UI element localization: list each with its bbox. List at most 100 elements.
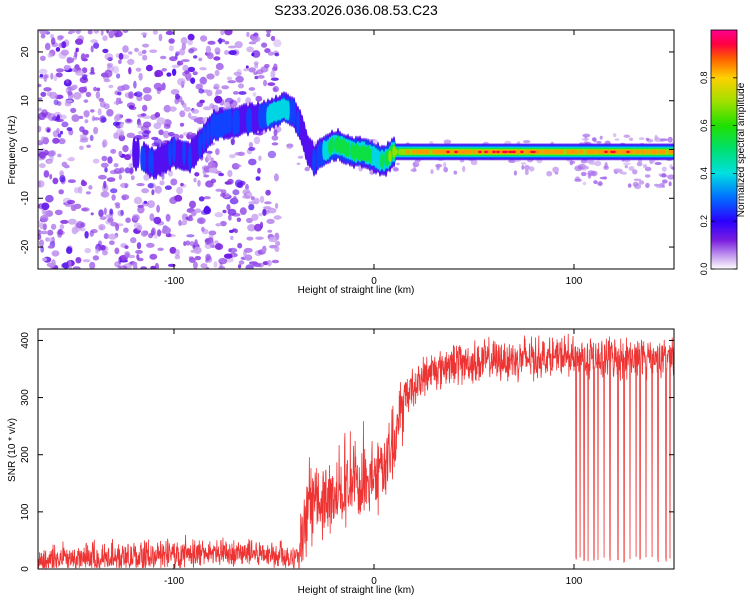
noise-cell bbox=[95, 91, 101, 99]
noise-cell bbox=[593, 137, 597, 143]
noise-cell bbox=[151, 189, 155, 196]
noise-cell bbox=[38, 83, 42, 88]
snr-frame bbox=[37, 328, 675, 570]
noise-cell bbox=[214, 95, 223, 104]
noise-cell bbox=[248, 201, 257, 205]
noise-cell bbox=[41, 148, 45, 153]
noise-cell bbox=[187, 33, 195, 41]
noise-cell bbox=[158, 129, 164, 136]
noise-cell bbox=[143, 94, 152, 102]
noise-cell bbox=[264, 48, 271, 54]
noise-cell bbox=[93, 86, 98, 92]
noise-cell bbox=[266, 33, 271, 38]
noise-cell bbox=[142, 130, 150, 137]
noise-cell bbox=[258, 155, 262, 161]
noise-cell bbox=[158, 33, 163, 42]
noise-cell bbox=[237, 97, 241, 103]
noise-cell bbox=[265, 189, 271, 196]
noise-cell bbox=[38, 107, 43, 112]
y-tick-label: 0 bbox=[20, 146, 31, 152]
noise-cell bbox=[273, 173, 279, 182]
noise-cell bbox=[182, 64, 189, 72]
noise-cell bbox=[102, 35, 108, 41]
noise-cell bbox=[119, 122, 124, 129]
noise-cell bbox=[270, 35, 276, 42]
noise-cell bbox=[78, 86, 87, 93]
noise-cell bbox=[115, 97, 119, 106]
noise-cell bbox=[180, 100, 185, 106]
noise-cell bbox=[118, 150, 123, 157]
noise-cell bbox=[234, 41, 243, 49]
ridge-cell bbox=[136, 137, 140, 169]
noise-cell bbox=[114, 247, 120, 255]
noise-cell bbox=[72, 266, 81, 269]
noise-cell bbox=[254, 63, 259, 69]
noise-cell bbox=[124, 251, 131, 257]
noise-cell bbox=[413, 166, 416, 172]
noise-cell bbox=[188, 112, 192, 119]
noise-cell bbox=[142, 87, 152, 94]
noise-cell bbox=[574, 165, 583, 172]
noise-cell bbox=[100, 162, 109, 168]
noise-cell bbox=[654, 161, 662, 166]
noise-cell bbox=[100, 30, 104, 36]
noise-cell bbox=[599, 135, 603, 140]
noise-cell bbox=[436, 164, 440, 171]
noise-cell bbox=[40, 91, 47, 97]
noise-cell bbox=[83, 99, 89, 103]
noise-cell bbox=[244, 254, 253, 261]
noise-cell bbox=[75, 70, 84, 76]
noise-cell bbox=[75, 38, 84, 45]
noise-cell bbox=[581, 137, 590, 141]
colorbar-tick-label: 0.8 bbox=[699, 72, 709, 85]
noise-cell bbox=[235, 75, 244, 83]
noise-cell bbox=[59, 224, 65, 230]
noise-cell bbox=[75, 257, 82, 264]
ridge-cell bbox=[188, 145, 192, 171]
noise-cell bbox=[667, 174, 674, 180]
noise-cell bbox=[217, 38, 226, 43]
ridge-cell bbox=[150, 149, 154, 176]
noise-cell bbox=[140, 32, 148, 36]
noise-cell bbox=[209, 240, 215, 248]
noise-cell bbox=[39, 163, 46, 169]
noise-cell bbox=[168, 170, 173, 177]
colorbar-tick-label: 0.6 bbox=[699, 119, 709, 132]
noise-cell bbox=[102, 250, 108, 256]
noise-cell bbox=[234, 228, 238, 234]
noise-cell bbox=[259, 195, 265, 204]
noise-cell bbox=[185, 240, 190, 246]
snr-series bbox=[38, 333, 674, 569]
noise-cell bbox=[524, 164, 530, 171]
noise-cell bbox=[53, 99, 59, 106]
noise-cell bbox=[580, 171, 587, 177]
noise-cell bbox=[251, 50, 261, 58]
ridge-cell bbox=[286, 100, 290, 121]
noise-cell bbox=[52, 177, 59, 185]
noise-cell bbox=[228, 50, 237, 56]
ridge-cell bbox=[202, 125, 206, 151]
noise-cell bbox=[165, 213, 171, 222]
noise-cell bbox=[112, 121, 120, 127]
noise-cell bbox=[211, 104, 219, 112]
noise-cell bbox=[120, 182, 129, 189]
noise-cell bbox=[286, 146, 292, 150]
noise-cell bbox=[51, 259, 56, 268]
noise-cell bbox=[66, 157, 75, 162]
noise-cell bbox=[66, 127, 73, 132]
noise-cell bbox=[271, 135, 279, 141]
noise-cell bbox=[126, 132, 135, 138]
ridge-cell bbox=[182, 140, 186, 166]
ridge-cell bbox=[548, 149, 552, 154]
noise-cell bbox=[623, 134, 631, 138]
noise-cell bbox=[201, 226, 205, 232]
noise-cell bbox=[627, 183, 632, 188]
noise-cell bbox=[86, 144, 91, 148]
noise-cell bbox=[661, 179, 668, 184]
noise-cell bbox=[42, 137, 49, 145]
noise-cell bbox=[520, 162, 527, 165]
colorbar-tick-label: 0.2 bbox=[699, 215, 709, 228]
noise-cell bbox=[122, 45, 129, 53]
noise-cell bbox=[668, 181, 672, 187]
noise-cell bbox=[273, 215, 282, 220]
